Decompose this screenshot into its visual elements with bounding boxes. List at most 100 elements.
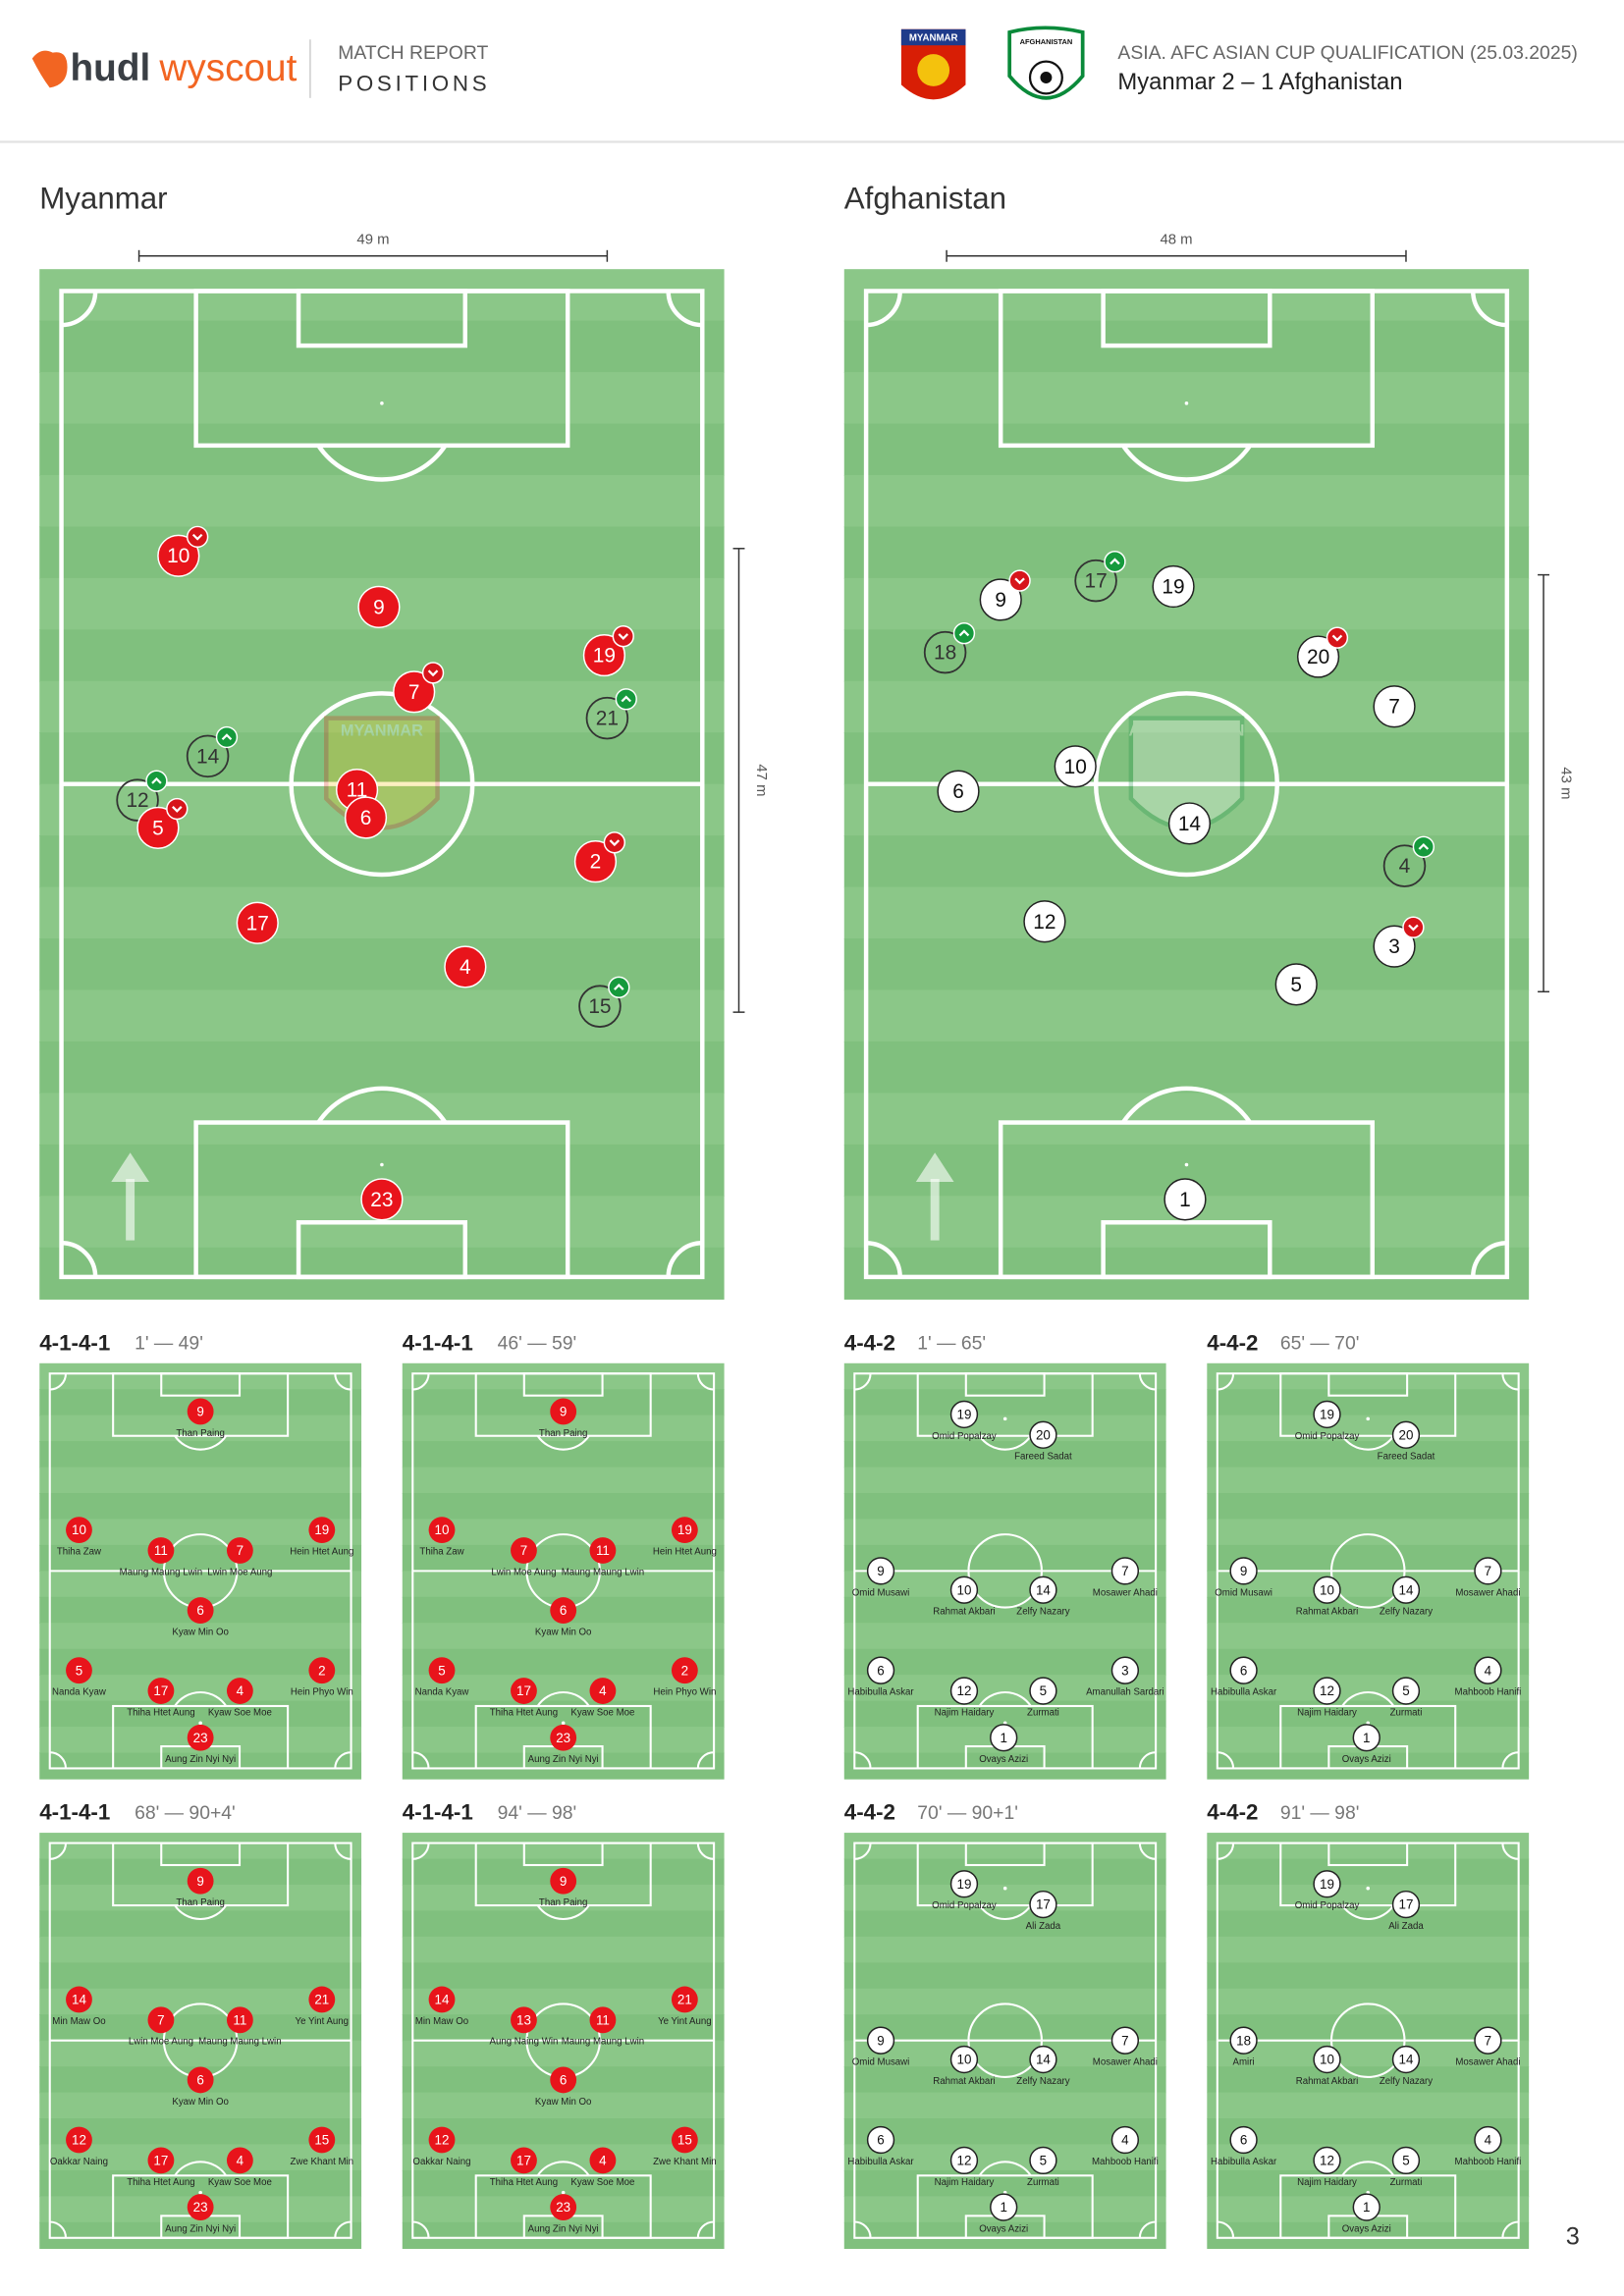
- player-name: Than Paing: [176, 1897, 224, 1908]
- pitch-stripe: [39, 1675, 362, 1702]
- player-circle: [226, 1678, 253, 1704]
- player-circle: [308, 1657, 336, 1684]
- crest-label: MYANMAR: [341, 721, 423, 739]
- pitch-stripe: [1207, 1623, 1530, 1650]
- penalty-arc: [1341, 1904, 1395, 1921]
- player-circle: [157, 534, 200, 577]
- pitch-stripe: [843, 1441, 1166, 1468]
- sub-chevron: [1408, 924, 1419, 932]
- corner-arc: [1138, 1373, 1157, 1391]
- pitch-stripe: [1207, 1441, 1530, 1468]
- player-circle: [66, 1986, 92, 2013]
- pitch-stripe: [1207, 2144, 1530, 2171]
- player-name: Aung Zin Nyi Nyi: [165, 2223, 236, 2234]
- goal-area: [522, 1372, 604, 1397]
- pitch-stripe: [843, 2144, 1166, 2171]
- corner-arc: [334, 1842, 352, 1860]
- player-circle: [444, 945, 487, 988]
- player-number: 9: [196, 1874, 203, 1889]
- attack-arrow-head: [915, 1152, 954, 1182]
- penalty-arc: [978, 1690, 1032, 1707]
- player-circle: [1229, 1557, 1258, 1585]
- player-number: 9: [877, 2033, 884, 2048]
- player-number: 6: [1240, 2133, 1247, 2148]
- pitch-stripe: [39, 1093, 725, 1146]
- formation-label: 4-4-2: [1207, 1330, 1258, 1355]
- corner-arc: [1217, 1373, 1235, 1391]
- pitch-stripe: [39, 423, 725, 476]
- goal-area: [522, 1842, 604, 1867]
- goal-area: [160, 1372, 242, 1397]
- player-circle: [1313, 1400, 1341, 1429]
- corner-arc: [334, 1751, 352, 1769]
- player-number: 14: [1399, 2053, 1414, 2067]
- player-circle: [949, 2045, 979, 2074]
- player-number: 23: [556, 2200, 570, 2215]
- player-circle: [66, 1517, 92, 1544]
- player-circle: [589, 2006, 617, 2034]
- player-circle: [236, 901, 279, 944]
- player-name: Lwin Moe Aung: [491, 1567, 556, 1577]
- player-name: Lwin Moe Aung: [207, 1567, 272, 1577]
- player-circle: [1391, 1677, 1421, 1705]
- pitch-stripe: [843, 2221, 1166, 2250]
- penalty-arc: [1120, 444, 1252, 482]
- sub-chevron: [191, 533, 203, 541]
- player-circle: [866, 2125, 895, 2155]
- formation-period: 68' — 90+4': [135, 1802, 236, 1824]
- sub-out-icon: [1326, 626, 1349, 649]
- player-name: Hein Htet Aung: [653, 1547, 717, 1558]
- player-number: 20: [1036, 1427, 1051, 1442]
- corner-arc: [1471, 291, 1507, 328]
- player-name: Oakkar Naing: [50, 2157, 108, 2167]
- player-circle: [1229, 1656, 1258, 1684]
- pitch-stripe: [1207, 1936, 1530, 1964]
- player-number: 23: [370, 1189, 393, 1211]
- player-marker: 23: [360, 1178, 404, 1221]
- pitch-stripe: [1207, 1910, 1530, 1938]
- player-number: 11: [233, 2012, 246, 2027]
- player-number: 7: [1121, 1564, 1128, 1578]
- player-number: 4: [1485, 2133, 1492, 2148]
- player-name: Thiha Htet Aung: [127, 2177, 194, 2188]
- player-number: 14: [1178, 813, 1201, 835]
- player-name: Zurmati: [1027, 1707, 1059, 1718]
- pitch-stripe: [843, 886, 1530, 939]
- player-marker: 19: [582, 625, 634, 677]
- player-name: Amanullah Sardari: [1086, 1687, 1164, 1698]
- player-circle: [1023, 900, 1066, 943]
- pitch-stripe: [843, 938, 1530, 991]
- pitch-stripe: [39, 474, 725, 528]
- player-circle: [1313, 1870, 1341, 1898]
- player-number: 6: [360, 807, 372, 829]
- player-number: 11: [596, 1543, 610, 1558]
- player-number: 11: [596, 2012, 610, 2027]
- player-number: 5: [1402, 1683, 1409, 1698]
- penalty-spot: [561, 2190, 566, 2195]
- player-marker: 4: [1382, 835, 1435, 887]
- corner-arc: [854, 1373, 872, 1391]
- penalty-spot: [1184, 401, 1189, 405]
- player-number: 19: [677, 1522, 692, 1537]
- corner-arc: [854, 1751, 872, 1769]
- player-name: Omid Popalzay: [932, 1900, 997, 1911]
- player-circle: [1313, 2045, 1341, 2074]
- corner-arc: [1501, 1373, 1519, 1391]
- player-number: 2: [318, 1663, 325, 1678]
- pitch-stripe: [39, 269, 725, 322]
- player-name: Rahmat Akbari: [933, 2076, 995, 2087]
- corner-arc: [1217, 1842, 1235, 1860]
- player-marker: 17: [236, 901, 279, 944]
- player-circle: [1474, 2125, 1502, 2155]
- formation-period: 46' — 59': [498, 1333, 577, 1355]
- formation-period: 94' — 98': [498, 1802, 577, 1824]
- player-circle: [147, 2006, 175, 2034]
- corner-arc: [1501, 2220, 1519, 2238]
- formation-period: 70' — 90+1': [917, 1802, 1018, 1824]
- player-number: 17: [1399, 1897, 1414, 1912]
- penalty-spot: [1002, 1886, 1007, 1891]
- player-number: 17: [516, 2153, 531, 2167]
- pitch-stripe: [39, 989, 725, 1042]
- player-number: 7: [1485, 1564, 1491, 1578]
